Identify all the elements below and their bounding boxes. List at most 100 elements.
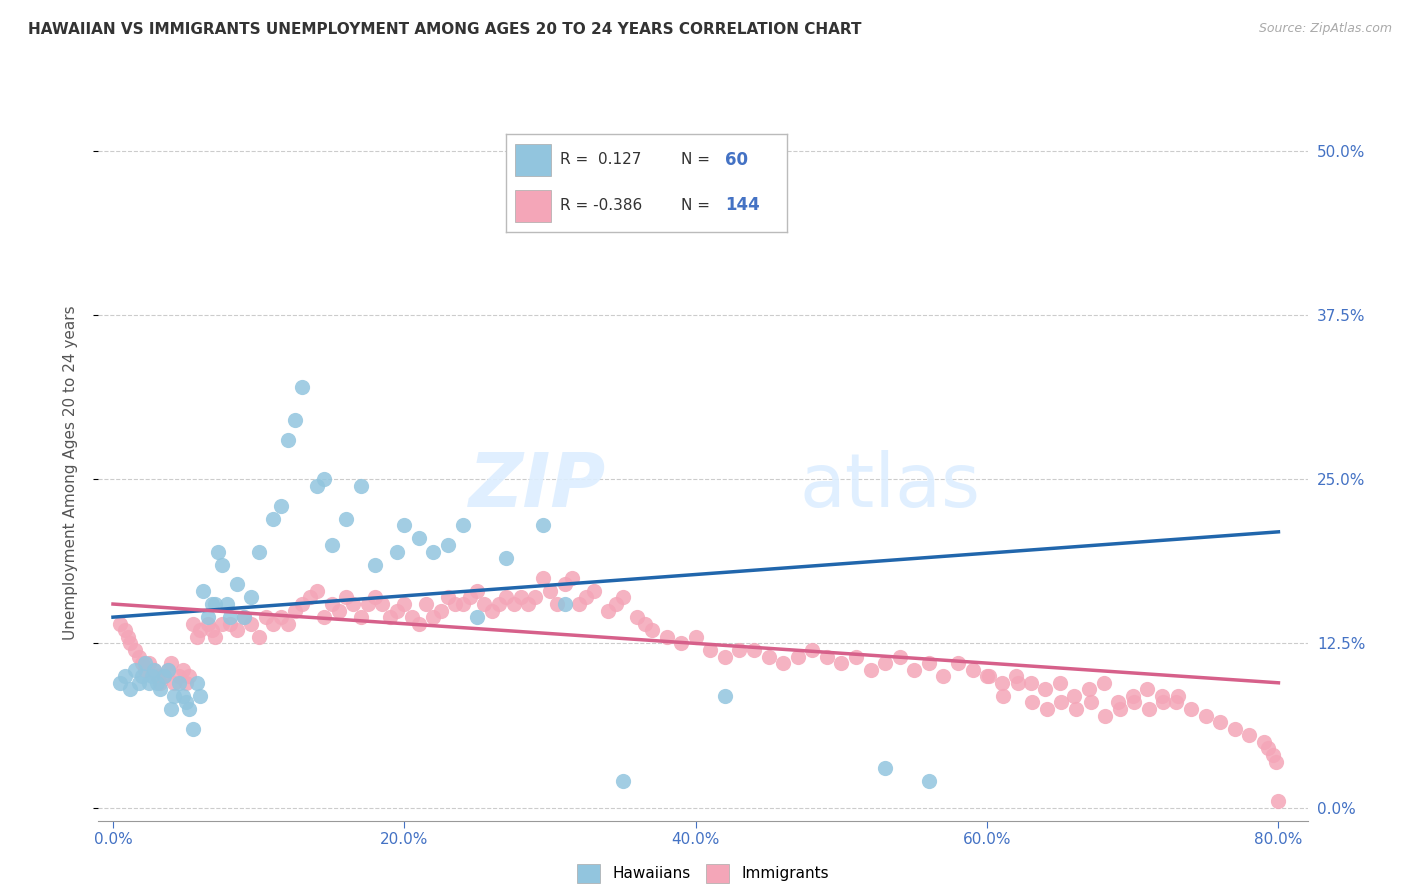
Point xyxy=(465,610,488,624)
Point xyxy=(284,413,307,427)
Point xyxy=(157,663,180,677)
Point xyxy=(394,518,416,533)
Bar xyxy=(515,144,551,176)
Point xyxy=(1063,689,1085,703)
Text: atlas: atlas xyxy=(800,450,981,524)
Point xyxy=(167,675,190,690)
Point xyxy=(1005,669,1028,683)
Point xyxy=(134,663,156,677)
Point xyxy=(218,616,240,631)
Point xyxy=(531,571,554,585)
Point xyxy=(350,479,373,493)
Point xyxy=(1019,675,1042,690)
Point xyxy=(801,643,824,657)
Point xyxy=(172,689,194,703)
Point xyxy=(114,624,136,638)
Point xyxy=(394,597,416,611)
Point xyxy=(875,761,897,775)
Point xyxy=(669,636,692,650)
Point xyxy=(357,597,380,611)
Point xyxy=(145,669,167,683)
Point xyxy=(1137,702,1160,716)
Point xyxy=(815,649,838,664)
Text: 60: 60 xyxy=(725,151,748,169)
Point xyxy=(247,544,270,558)
Point xyxy=(401,610,423,624)
Point xyxy=(561,571,583,585)
Point xyxy=(254,610,277,624)
Point xyxy=(270,610,292,624)
Point xyxy=(233,610,256,624)
Point xyxy=(714,689,737,703)
Point xyxy=(201,597,224,611)
Point xyxy=(465,583,488,598)
Point xyxy=(830,656,852,670)
Legend: Hawaiians, Immigrants: Hawaiians, Immigrants xyxy=(578,864,828,882)
Point xyxy=(124,643,146,657)
Point xyxy=(142,663,165,677)
Point xyxy=(605,597,627,611)
Bar xyxy=(515,190,551,222)
Point xyxy=(193,583,215,598)
Point xyxy=(714,649,737,664)
Point xyxy=(262,512,284,526)
Point xyxy=(174,696,197,710)
Point xyxy=(655,630,678,644)
Point xyxy=(364,558,387,572)
Point xyxy=(1049,675,1071,690)
Point xyxy=(422,610,444,624)
Point xyxy=(1166,696,1188,710)
Point xyxy=(991,689,1014,703)
Point xyxy=(225,624,247,638)
Point xyxy=(1107,696,1129,710)
Point xyxy=(1267,794,1289,808)
Point xyxy=(201,624,224,638)
Point xyxy=(1021,696,1043,710)
Point xyxy=(128,675,150,690)
Point xyxy=(218,610,240,624)
Point xyxy=(364,591,387,605)
Point xyxy=(1167,689,1189,703)
Point xyxy=(699,643,721,657)
Point xyxy=(918,774,941,789)
Point xyxy=(177,669,200,683)
Point xyxy=(350,610,373,624)
Point xyxy=(117,630,139,644)
Point xyxy=(247,630,270,644)
Point xyxy=(314,472,336,486)
Point xyxy=(328,604,350,618)
Point xyxy=(495,591,517,605)
Point xyxy=(437,538,460,552)
Point xyxy=(291,597,314,611)
Point xyxy=(598,604,620,618)
Point xyxy=(437,591,460,605)
Point xyxy=(1261,747,1284,762)
Point xyxy=(509,591,531,605)
Point xyxy=(114,669,136,683)
Point xyxy=(138,675,160,690)
Point xyxy=(990,675,1012,690)
Point xyxy=(546,597,568,611)
Point xyxy=(291,380,314,394)
Point xyxy=(1064,702,1087,716)
Point xyxy=(1080,696,1102,710)
Point xyxy=(582,583,605,598)
Point xyxy=(172,663,194,677)
Point xyxy=(314,610,336,624)
Point xyxy=(177,702,200,716)
Point xyxy=(612,591,634,605)
Point xyxy=(977,669,1000,683)
Point xyxy=(1136,682,1159,697)
Point xyxy=(211,558,233,572)
Point xyxy=(277,616,299,631)
Point xyxy=(1264,755,1286,769)
Point xyxy=(1150,689,1173,703)
Point xyxy=(429,604,451,618)
Point xyxy=(149,675,172,690)
Point xyxy=(197,610,219,624)
Point xyxy=(502,597,524,611)
Point xyxy=(141,669,163,683)
Point xyxy=(270,499,292,513)
Point xyxy=(378,610,401,624)
Point xyxy=(335,591,357,605)
